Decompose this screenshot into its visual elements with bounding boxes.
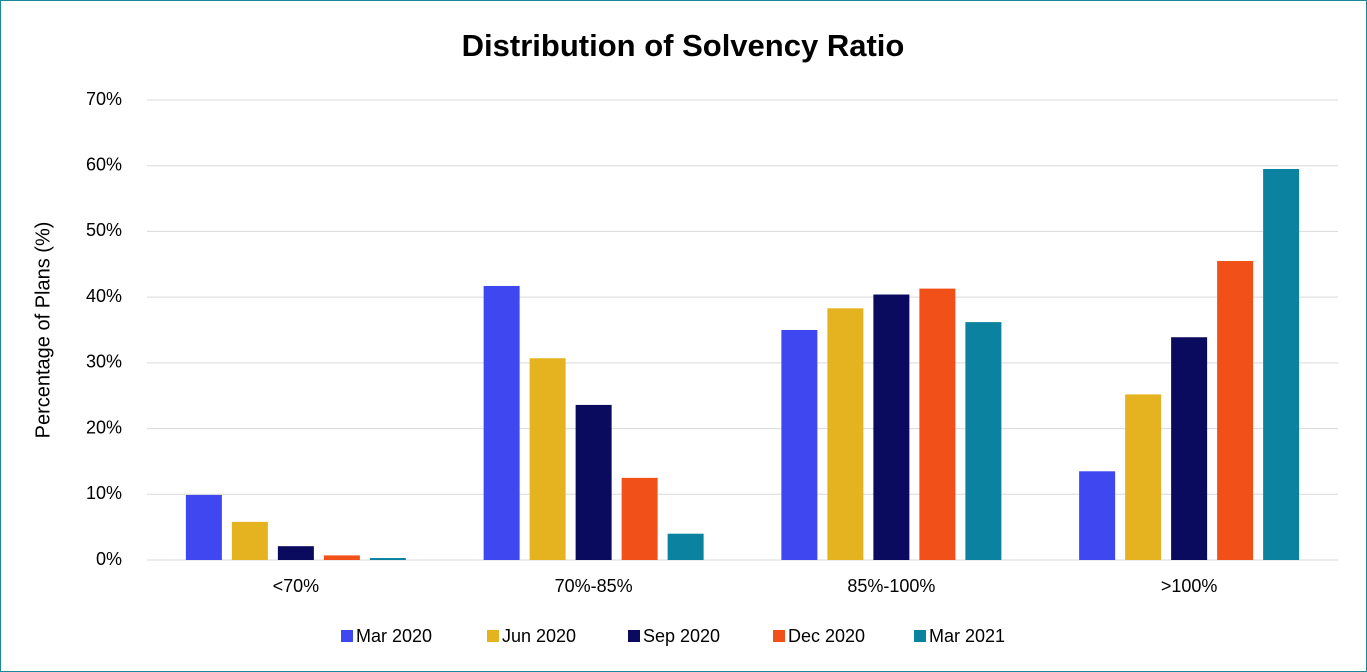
- chart-title: Distribution of Solvency Ratio: [462, 28, 905, 63]
- legend-label: Mar 2021: [929, 626, 1005, 646]
- y-tick-label: 30%: [86, 352, 122, 372]
- y-tick-label: 20%: [86, 417, 122, 437]
- y-tick-label: 60%: [86, 154, 122, 174]
- legend-swatch: [628, 630, 640, 642]
- bar: [781, 330, 818, 560]
- bar: [277, 546, 314, 560]
- x-tick-label: 85%-100%: [847, 576, 935, 596]
- y-tick-label: 40%: [86, 286, 122, 306]
- x-tick-label: 70%-85%: [555, 576, 633, 596]
- legend-swatch: [487, 630, 499, 642]
- bar: [231, 521, 268, 560]
- legend-label: Mar 2020: [356, 626, 432, 646]
- legend-swatch: [914, 630, 926, 642]
- y-tick-label: 10%: [86, 483, 122, 503]
- legend-label: Sep 2020: [643, 626, 720, 646]
- bar: [667, 533, 704, 560]
- bar: [919, 288, 956, 560]
- bar: [827, 308, 864, 560]
- bar: [1079, 471, 1116, 560]
- legend-swatch: [341, 630, 353, 642]
- bar: [965, 322, 1002, 560]
- bar: [575, 404, 612, 560]
- bar: [621, 477, 658, 560]
- bar: [529, 358, 566, 560]
- bar: [1263, 169, 1300, 560]
- bar: [323, 555, 360, 560]
- y-axis-label: Percentage of Plans (%): [32, 222, 54, 439]
- legend-label: Jun 2020: [502, 626, 576, 646]
- x-tick-label: >100%: [1161, 576, 1218, 596]
- y-tick-label: 0%: [96, 549, 122, 569]
- legend-swatch: [773, 630, 785, 642]
- bar: [1125, 394, 1162, 560]
- y-tick-label: 70%: [86, 89, 122, 109]
- x-tick-label: <70%: [273, 576, 320, 596]
- bar: [483, 285, 520, 560]
- legend-label: Dec 2020: [788, 626, 865, 646]
- y-tick-label: 50%: [86, 220, 122, 240]
- bar: [1171, 337, 1208, 560]
- bar: [873, 294, 910, 560]
- bar: [1217, 261, 1254, 560]
- bar: [369, 558, 406, 560]
- bar: [185, 494, 222, 560]
